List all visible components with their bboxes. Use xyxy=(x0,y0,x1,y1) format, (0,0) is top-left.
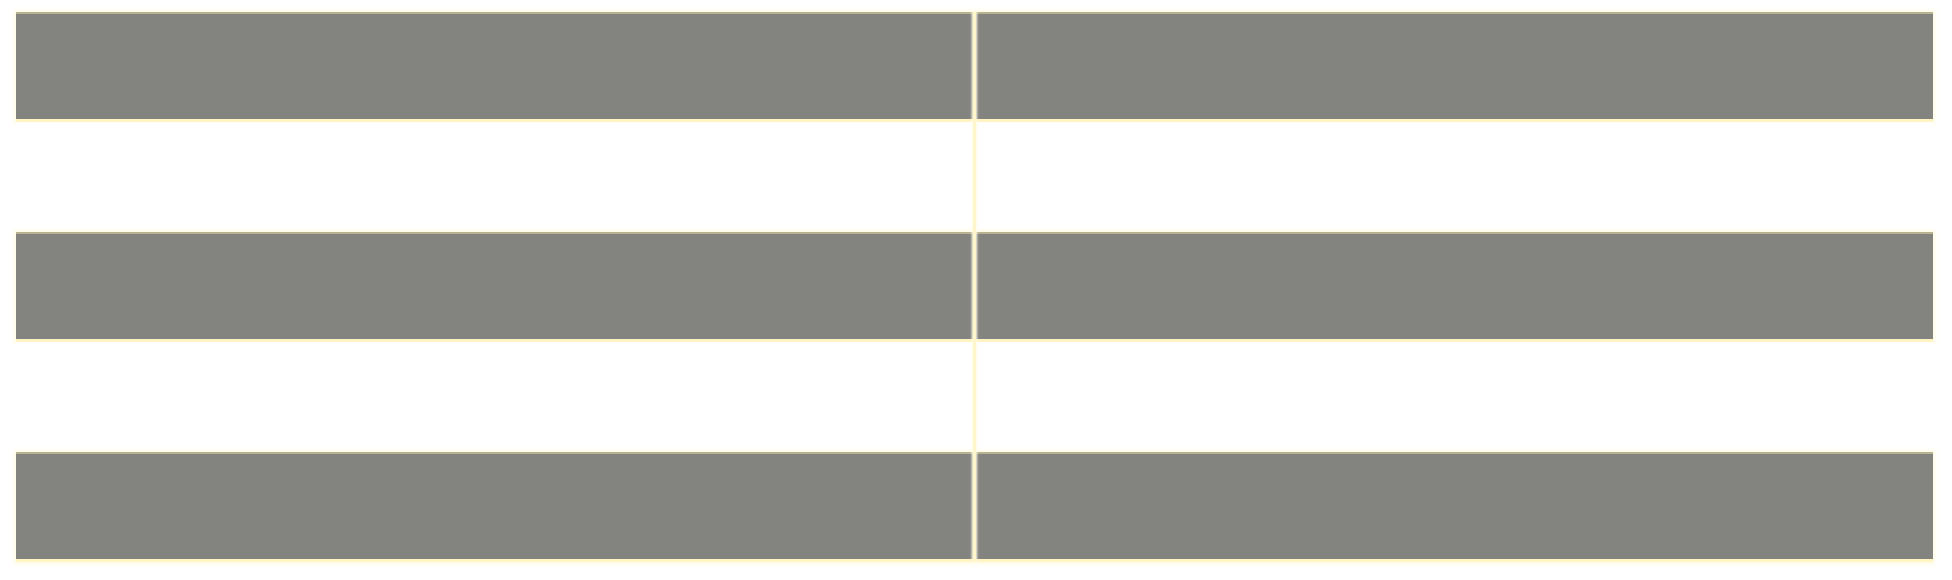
table-cell xyxy=(16,452,973,562)
striped-table xyxy=(16,12,1933,562)
table-row xyxy=(16,122,1933,232)
table-row xyxy=(16,232,1933,342)
table-row xyxy=(16,342,1933,452)
table-cell xyxy=(16,12,973,122)
table-cell xyxy=(16,232,973,342)
table-cell xyxy=(976,12,1933,122)
table-cell xyxy=(16,122,973,232)
table-cell xyxy=(976,452,1933,562)
column-divider xyxy=(973,12,976,562)
table-cell xyxy=(976,342,1933,452)
table-cell xyxy=(976,232,1933,342)
table-cell xyxy=(16,342,973,452)
table-row xyxy=(16,452,1933,562)
table-row xyxy=(16,12,1933,122)
table-cell xyxy=(976,122,1933,232)
